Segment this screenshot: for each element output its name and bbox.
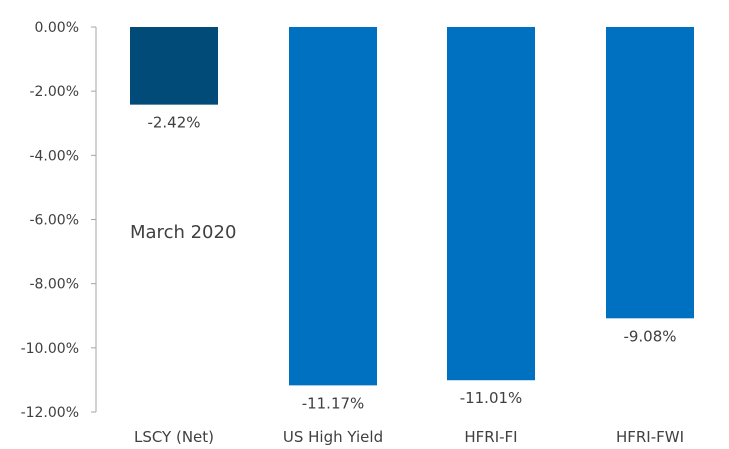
y-tick-label: -6.00%: [29, 213, 79, 229]
y-tick-label: -4.00%: [29, 148, 79, 164]
y-tick-label: -2.00%: [29, 84, 79, 100]
data-label: -9.08%: [623, 327, 676, 345]
data-labels: -2.42% -11.17% -11.01% -9.08%: [147, 114, 676, 413]
category-labels: LSCY (Net) US High Yield HFRI-FI HFRI-FWI: [134, 428, 684, 446]
bars: [130, 27, 694, 386]
y-axis: 0.00% -2.00% -4.00% -6.00% -8.00% -10.00% -12.…: [21, 20, 97, 421]
category-label: LSCY (Net): [134, 428, 214, 446]
y-tick-label: -10.00%: [21, 341, 79, 357]
category-label: HFRI-FWI: [616, 428, 684, 446]
data-label: -11.17%: [302, 394, 365, 412]
y-tick-label: 0.00%: [35, 20, 79, 36]
bar: [130, 27, 218, 105]
bar: [606, 27, 694, 319]
data-label: -11.01%: [460, 389, 523, 407]
bar: [447, 27, 535, 381]
category-label: US High Yield: [283, 428, 383, 446]
category-label: HFRI-FI: [464, 428, 517, 446]
y-tick-label: -12.00%: [21, 405, 79, 421]
chart-annotation: March 2020: [130, 222, 236, 243]
y-tick-label: -8.00%: [29, 277, 79, 293]
data-label: -2.42%: [147, 114, 200, 132]
bar: [289, 27, 377, 386]
